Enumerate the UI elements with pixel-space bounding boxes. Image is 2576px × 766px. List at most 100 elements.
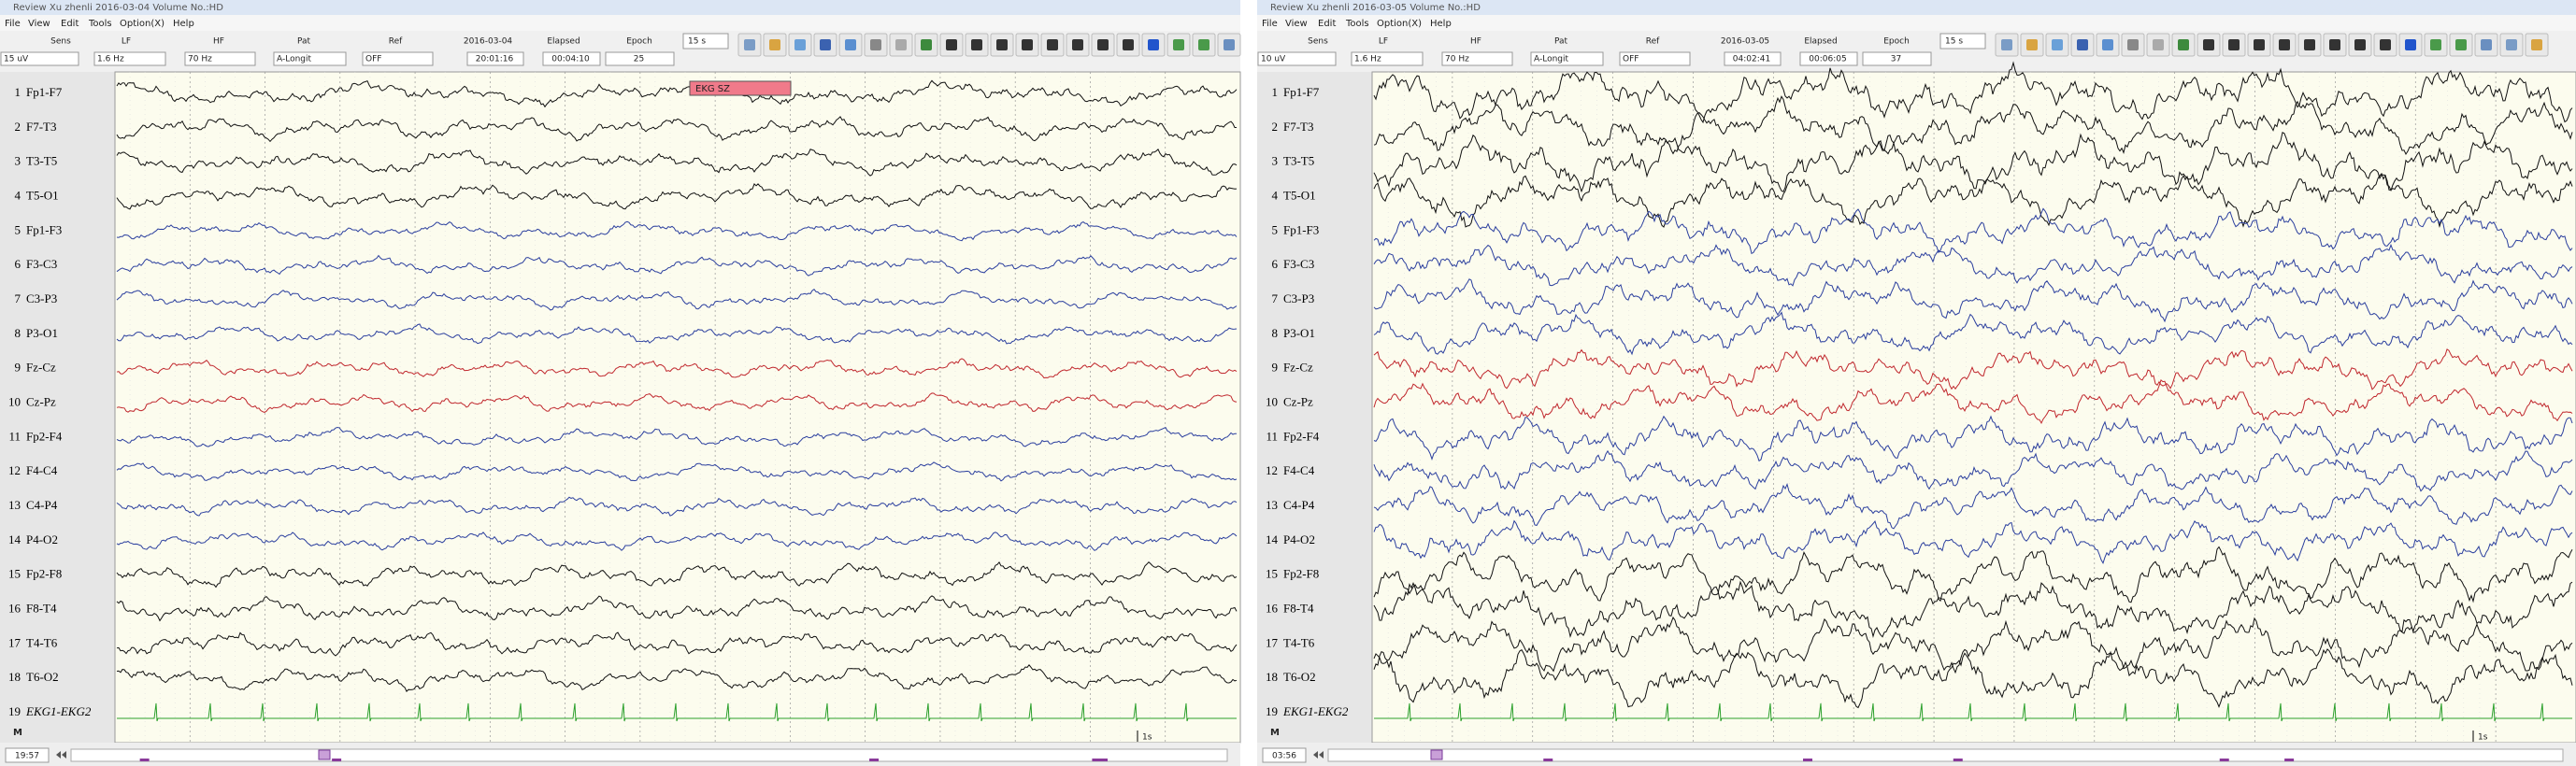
toolbar-value[interactable]: 00:04:10 [551,55,590,64]
scrollbar[interactable] [70,748,1228,762]
eeg-trace [116,116,1237,143]
toolbar-icon [870,39,881,50]
menu-item[interactable]: Help [1430,19,1452,29]
toolbar-field[interactable] [1351,51,1424,66]
toolbar-value[interactable]: 37 [1891,55,1901,64]
toolbar-field[interactable] [0,51,79,66]
page-length[interactable]: 15 s [688,37,706,47]
toolbar-value[interactable]: A-Longit [277,55,311,64]
toolbar-icon [1173,39,1184,50]
toolbar-value[interactable]: 04:02:41 [1733,55,1770,64]
toolbar-value[interactable]: 10 uV [1261,55,1286,64]
toolbar-icon [2304,39,2315,50]
menu-item[interactable]: Option(X) [120,19,165,29]
toolbar-icon [2178,39,2189,50]
menu-item[interactable]: Tools [1345,19,1369,29]
menu-item[interactable]: Edit [61,19,79,29]
toolbar-value[interactable]: 70 Hz [188,55,212,64]
toolbar-field[interactable] [93,51,166,66]
toolbar-value[interactable]: 70 Hz [1445,55,1469,64]
page-length[interactable]: 15 s [1945,37,1963,47]
event-tick [869,759,880,761]
toolbar-icon [2354,39,2366,50]
eeg-trace [116,79,1238,108]
scroll-thumb[interactable] [1430,749,1443,760]
eeg-trace [1373,519,2573,565]
eeg-trace [116,595,1238,622]
toolbar-label: 2016-03-04 [464,37,513,47]
scrollbar[interactable] [1327,748,2564,762]
channel-number: 8 [15,326,21,340]
toolbar-value[interactable]: A-Longit [1534,55,1568,64]
eeg-trace [116,392,1238,413]
rewind-button[interactable] [1313,751,1324,759]
toolbar-field[interactable] [605,51,675,66]
menu-item[interactable]: View [1285,19,1308,29]
toolbar-field[interactable] [1530,51,1604,66]
channel-number: 13 [8,498,21,512]
toolbar-value[interactable]: 20:01:16 [476,55,514,64]
trace-area [114,71,1241,744]
menu-item[interactable]: Edit [1318,19,1336,29]
toolbar-field[interactable] [466,51,524,66]
toolbar-value[interactable]: OFF [365,55,381,64]
event-tick [2284,759,2295,761]
toolbar-label: Pat [1554,37,1568,47]
eeg-trace [1373,243,2573,287]
eeg-trace [1373,580,2573,639]
eeg-trace [116,560,1238,589]
toolbar-field[interactable] [273,51,347,66]
channel-number: 9 [15,361,21,375]
toolbar-label: LF [122,37,131,47]
page-length-field[interactable] [682,33,729,50]
eeg-trace [1373,172,2573,229]
scroll-thumb[interactable] [318,749,331,760]
channel-label: T5-O1 [1283,188,1316,202]
toolbar-value[interactable]: 1.6 Hz [97,55,124,64]
event-tick [1098,759,1109,761]
toolbar-value[interactable]: 1.6 Hz [1354,55,1381,64]
eeg-trace [1373,616,2573,674]
eeg-trace [117,702,1237,722]
rewind-button[interactable] [56,751,66,759]
toolbar-icon [2380,39,2391,50]
toolbar-field[interactable] [1619,51,1691,66]
toolbar-value[interactable]: OFF [1623,55,1639,64]
menu-item[interactable]: File [5,19,21,29]
channel-label: Fz-Cz [1283,361,1313,375]
channel-number: 5 [15,222,21,236]
toolbar-value[interactable]: 15 uV [4,55,29,64]
menu-item[interactable]: Help [173,19,194,29]
channel-number: 8 [1272,326,1279,340]
toolbar-icon [1072,39,1083,50]
toolbar-field[interactable] [1862,51,1932,66]
channel-number: 18 [8,670,21,684]
menu-item[interactable]: View [28,19,50,29]
eeg-trace [116,254,1238,277]
toolbar-field[interactable] [1257,51,1337,66]
channel-label-column [1257,72,1372,743]
menu-item[interactable]: File [1262,19,1278,29]
toolbar-value[interactable]: 00:06:05 [1809,55,1846,64]
toolbar-field[interactable] [1441,51,1513,66]
toolbar-icon [971,39,982,50]
eeg-trace [1373,648,2573,709]
eeg-trace [1373,132,2573,193]
toolbar-icon [2228,39,2240,50]
channel-number: 15 [8,567,21,581]
toolbar-field[interactable] [1799,51,1858,66]
toolbar-label: Elapsed [1804,37,1837,47]
toolbar-icon [2329,39,2340,50]
annotation-box[interactable] [689,80,792,96]
toolbar-field[interactable] [542,51,601,66]
toolbar-field[interactable] [362,51,434,66]
toolbar-field[interactable] [1724,51,1782,66]
toolbar-icon [794,39,806,50]
menu-item[interactable]: Option(X) [1377,19,1422,29]
channel-label: Cz-Pz [26,394,56,408]
toolbar-value[interactable]: 25 [634,55,644,64]
toolbar-field[interactable] [184,51,256,66]
annotation-text[interactable]: EKG SZ [695,84,730,94]
page-length-field[interactable] [1939,33,1986,50]
menu-item[interactable]: Tools [88,19,112,29]
